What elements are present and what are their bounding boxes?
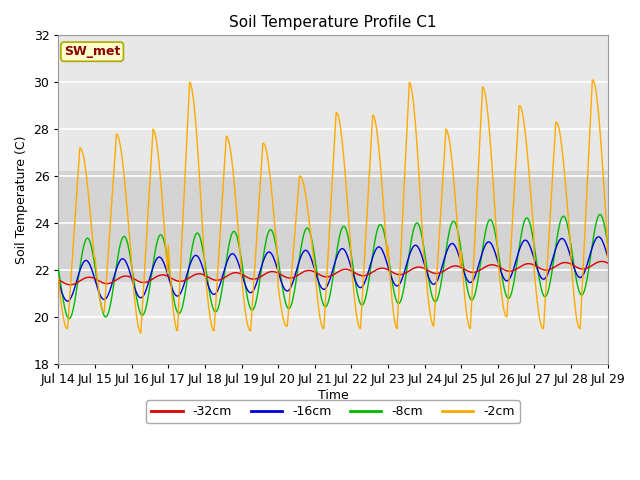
Bar — [58, 171, 607, 282]
Title: Soil Temperature Profile C1: Soil Temperature Profile C1 — [229, 15, 436, 30]
Text: SW_met: SW_met — [64, 45, 120, 58]
Y-axis label: Soil Temperature (C): Soil Temperature (C) — [15, 135, 28, 264]
X-axis label: Time: Time — [317, 388, 348, 402]
Legend: -32cm, -16cm, -8cm, -2cm: -32cm, -16cm, -8cm, -2cm — [147, 400, 520, 423]
